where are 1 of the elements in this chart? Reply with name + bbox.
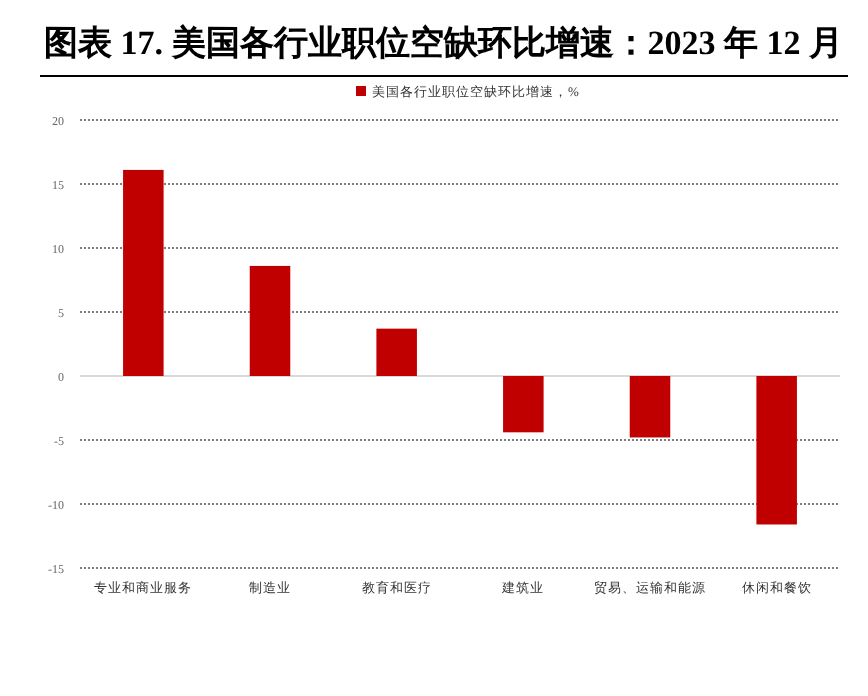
chart-title: 图表 17. 美国各行业职位空缺环比增速：2023 年 12 月 [44, 24, 843, 62]
